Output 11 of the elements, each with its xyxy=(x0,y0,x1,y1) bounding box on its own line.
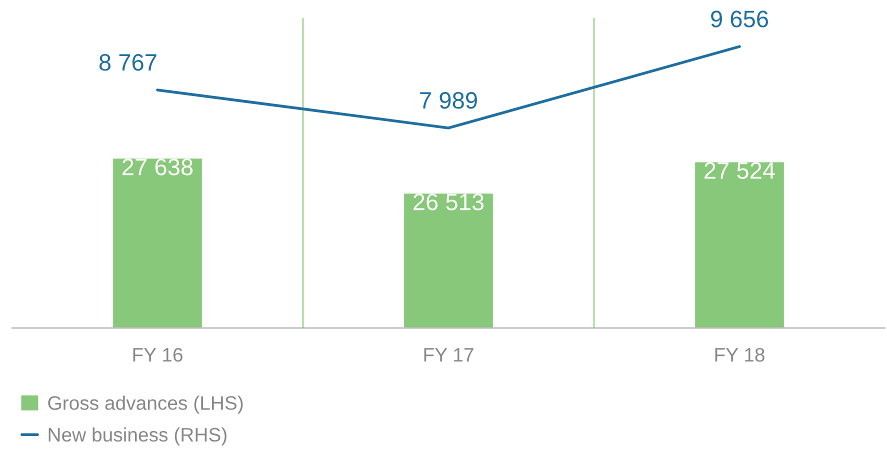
data-label: 27 524 xyxy=(704,162,775,179)
data-label: 9 656 xyxy=(711,10,768,28)
data-label: 27 638 xyxy=(122,158,193,176)
data-label: 8 767 xyxy=(99,54,156,71)
legend-label: Gross advances (LHS) xyxy=(48,396,243,414)
data-label: 7 989 xyxy=(420,92,477,109)
x-tick-label: FY 16 xyxy=(133,348,182,362)
x-tick-label: FY 18 xyxy=(715,348,764,362)
data-label: 26 513 xyxy=(414,194,484,210)
x-tick-label: FY 17 xyxy=(424,348,474,362)
legend-label: New business (RHS) xyxy=(48,427,226,446)
